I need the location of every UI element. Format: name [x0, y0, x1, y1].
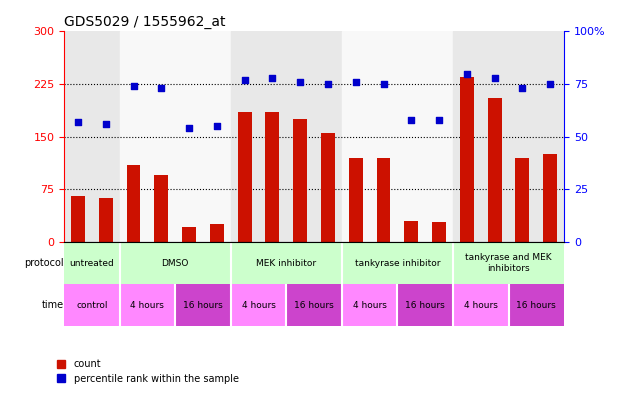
Bar	[453, 242, 564, 284]
Bar	[287, 284, 342, 326]
Text: MEK inhibitor: MEK inhibitor	[256, 259, 317, 268]
Text: protocol: protocol	[24, 258, 64, 268]
Text: time: time	[42, 300, 64, 310]
Bar	[231, 284, 287, 326]
Point	[267, 75, 278, 81]
Point	[212, 123, 222, 129]
Point	[406, 117, 417, 123]
Bar	[120, 284, 175, 326]
Point	[128, 83, 138, 89]
Point	[240, 77, 250, 83]
Bar	[120, 31, 231, 242]
Bar	[460, 77, 474, 242]
Bar	[210, 224, 224, 242]
Point	[101, 121, 111, 127]
Point	[323, 81, 333, 87]
Bar	[342, 31, 453, 242]
Text: 16 hours: 16 hours	[517, 301, 556, 310]
Bar	[64, 242, 120, 284]
Point	[545, 81, 555, 87]
Bar	[154, 175, 168, 242]
Bar	[342, 284, 397, 326]
Text: GDS5029 / 1555962_at: GDS5029 / 1555962_at	[64, 15, 226, 29]
Bar	[182, 226, 196, 242]
Bar	[508, 284, 564, 326]
Bar	[342, 242, 453, 284]
Bar	[99, 198, 113, 242]
Point	[378, 81, 388, 87]
Point	[434, 117, 444, 123]
Text: tankyrase and MEK
inhibitors: tankyrase and MEK inhibitors	[465, 253, 552, 273]
Text: 16 hours: 16 hours	[294, 301, 334, 310]
Bar	[71, 196, 85, 242]
Bar	[488, 98, 501, 242]
Point	[73, 119, 83, 125]
Legend: count, percentile rank within the sample: count, percentile rank within the sample	[56, 359, 238, 384]
Bar	[453, 284, 508, 326]
Bar	[377, 158, 390, 242]
Text: 4 hours: 4 hours	[131, 301, 164, 310]
Point	[462, 70, 472, 77]
Bar	[231, 242, 342, 284]
Point	[490, 75, 500, 81]
Bar	[238, 112, 251, 242]
Bar	[294, 119, 307, 242]
Bar	[515, 158, 529, 242]
Text: untreated: untreated	[69, 259, 114, 268]
Bar	[127, 165, 140, 242]
Bar	[397, 284, 453, 326]
Bar	[404, 221, 418, 242]
Point	[351, 79, 361, 85]
Text: tankyrase inhibitor: tankyrase inhibitor	[354, 259, 440, 268]
Point	[295, 79, 305, 85]
Point	[517, 85, 528, 92]
Bar	[175, 284, 231, 326]
Text: 4 hours: 4 hours	[242, 301, 276, 310]
Bar	[120, 242, 231, 284]
Bar	[265, 112, 279, 242]
Point	[184, 125, 194, 131]
Bar	[231, 31, 342, 242]
Text: 16 hours: 16 hours	[183, 301, 223, 310]
Text: 16 hours: 16 hours	[405, 301, 445, 310]
Bar	[64, 284, 120, 326]
Text: control: control	[76, 301, 108, 310]
Bar	[64, 31, 120, 242]
Bar	[543, 154, 557, 242]
Bar	[453, 31, 564, 242]
Text: 4 hours: 4 hours	[464, 301, 497, 310]
Text: DMSO: DMSO	[162, 259, 189, 268]
Bar	[432, 222, 446, 242]
Point	[156, 85, 167, 92]
Bar	[321, 133, 335, 242]
Text: 4 hours: 4 hours	[353, 301, 387, 310]
Bar	[349, 158, 363, 242]
